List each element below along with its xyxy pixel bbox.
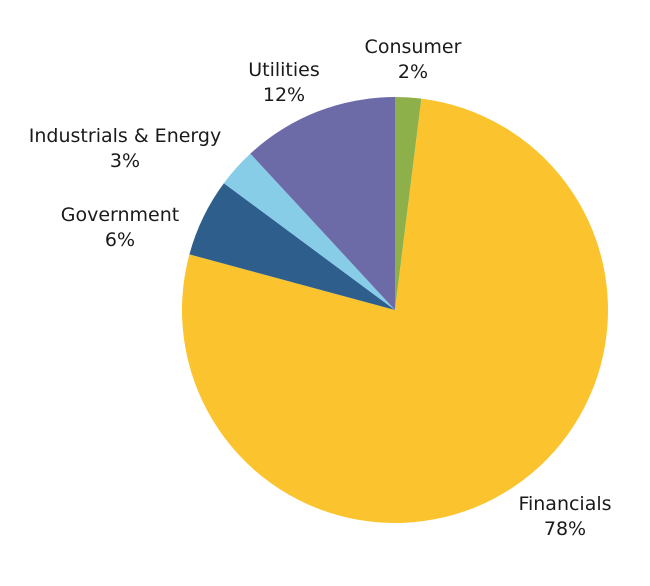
slice-label-consumer: Consumer [365, 36, 462, 58]
slice-label-financials: Financials [518, 493, 611, 515]
pie-slice-government [189, 183, 395, 310]
slice-value-consumer: 2% [398, 61, 428, 83]
pie-slice-financials [181, 98, 608, 524]
slice-value-financials: 78% [544, 518, 586, 540]
pie-slices [181, 97, 608, 524]
pie-slice-utilities [250, 97, 395, 310]
slice-value-industrials-energy: 3% [110, 150, 140, 172]
slice-value-government: 6% [105, 229, 135, 251]
pie-slice-industrials-energy [223, 153, 395, 310]
slice-label-utilities: Utilities [248, 59, 320, 81]
pie-labels: Consumer 2% Financials 78% Government 6%… [29, 36, 612, 540]
pie-slice-consumer [395, 97, 422, 310]
slice-label-industrials-energy: Industrials & Energy [29, 125, 221, 147]
slice-label-government: Government [61, 204, 180, 226]
slice-value-utilities: 12% [263, 84, 305, 106]
